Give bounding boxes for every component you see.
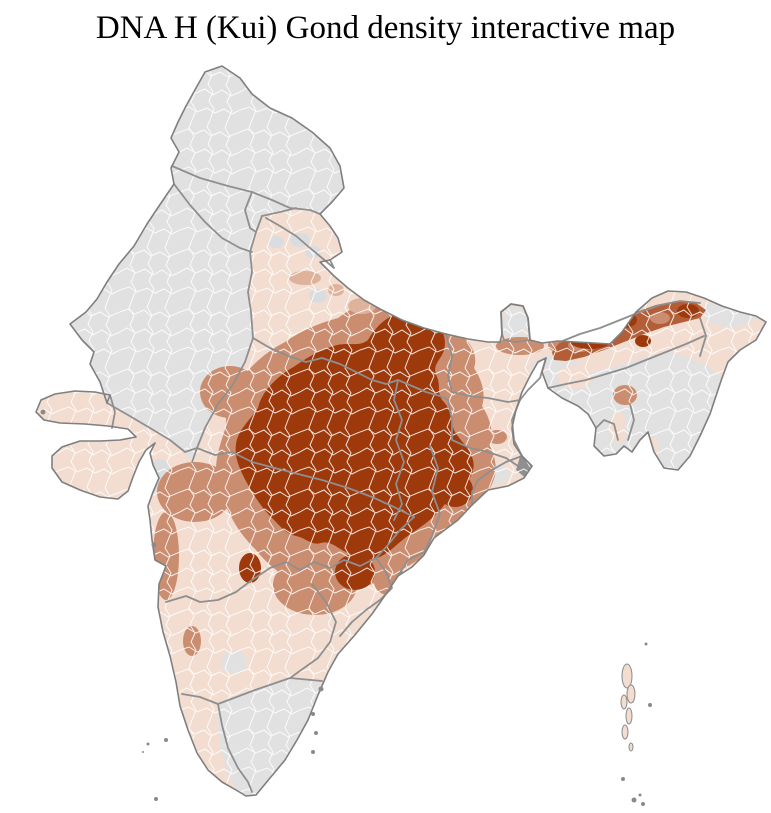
andaman-nicobar-islands[interactable] <box>620 642 652 807</box>
district-borders-overlay <box>36 66 766 796</box>
state-borders <box>106 165 707 793</box>
region-wb-mid-medium[interactable] <box>519 435 535 453</box>
lakshadweep-islands[interactable] <box>142 738 168 801</box>
coastal-city-dots <box>40 409 324 754</box>
india-coastline <box>35 65 767 797</box>
map-title: DNA H (Kui) Gond density interactive map <box>95 10 676 46</box>
